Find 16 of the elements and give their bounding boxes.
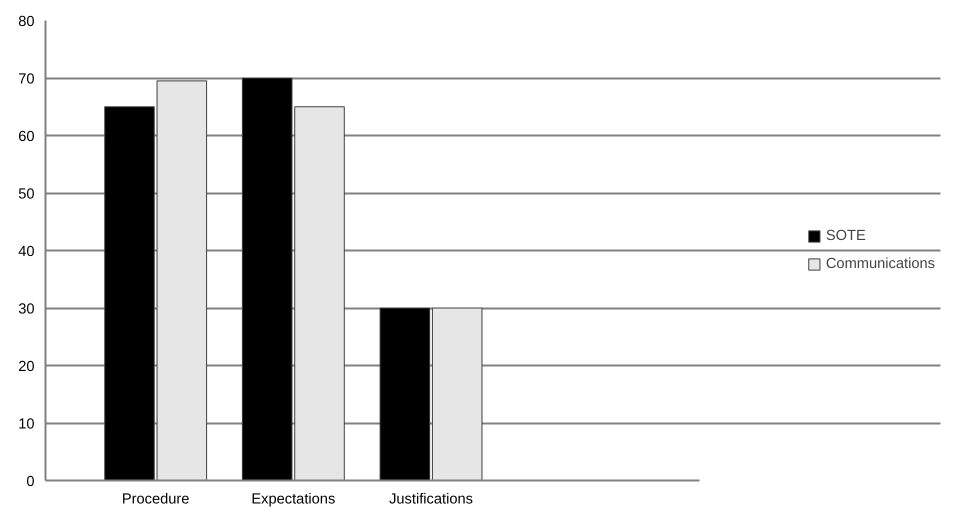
y-tick-label: 10 (18, 416, 35, 432)
y-tick-label: 40 (18, 244, 35, 260)
bar (380, 308, 430, 480)
legend-label: Communications (826, 256, 935, 272)
legend-label: SOTE (826, 228, 866, 244)
y-tick-label: 0 (26, 474, 35, 490)
y-tick-label: 20 (18, 359, 35, 375)
y-tick-label: 80 (18, 14, 35, 30)
x-tick-label: Procedure (122, 492, 190, 508)
y-tick-label: 60 (18, 129, 35, 145)
x-tick-label: Justifications (389, 492, 473, 508)
y-tick-label: 50 (18, 186, 35, 202)
bar (432, 308, 482, 480)
y-tick-label: 70 (18, 72, 35, 88)
x-tick-label: Expectations (251, 492, 336, 508)
y-tick-label: 30 (18, 302, 35, 318)
